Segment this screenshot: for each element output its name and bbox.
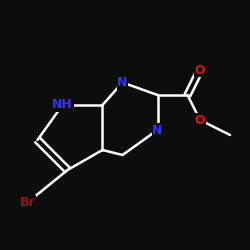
Text: Br: Br [20, 196, 35, 209]
Text: N: N [152, 124, 163, 136]
Text: O: O [195, 64, 205, 76]
Text: N: N [117, 76, 128, 89]
Text: NH: NH [52, 98, 73, 112]
Text: O: O [195, 114, 205, 126]
